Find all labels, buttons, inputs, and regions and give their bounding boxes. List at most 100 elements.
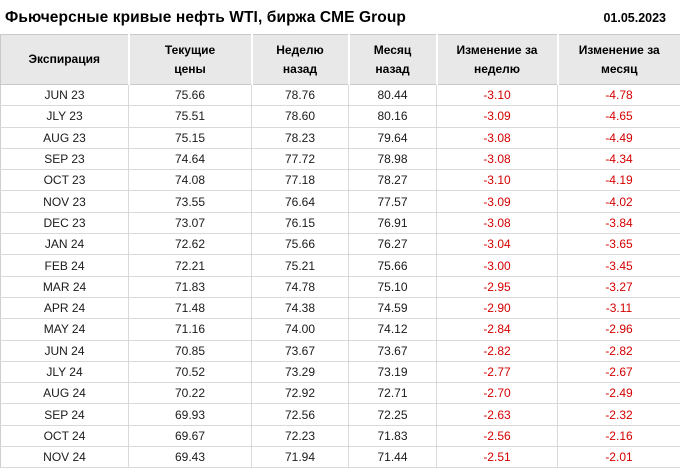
week-change-cell: -3.00 (436, 254, 558, 277)
current-price-cell: 69.93 (128, 403, 252, 426)
month-change-cell: -2.96 (557, 318, 680, 341)
month-ago-cell: 78.27 (348, 169, 437, 192)
table-header: Экспирация Текущие цены Неделю назад Мес… (0, 34, 680, 85)
month-ago-cell: 73.19 (348, 361, 437, 384)
table-row: OCT 23 74.08 77.18 78.27 -3.10 -4.19 (0, 169, 680, 192)
week-change-cell: -2.77 (436, 361, 558, 384)
week-change-cell: -3.10 (436, 169, 558, 192)
week-ago-cell: 72.56 (251, 403, 349, 426)
month-change-cell: -2.32 (557, 403, 680, 426)
week-ago-cell: 77.72 (251, 148, 349, 171)
table-body: JUN 23 75.66 78.76 80.44 -3.10 -4.78 JLY… (0, 84, 680, 469)
week-ago-cell: 72.23 (251, 425, 349, 448)
week-ago-cell: 77.18 (251, 169, 349, 192)
week-ago-cell: 76.64 (251, 190, 349, 213)
expiration-cell: DEC 23 (0, 212, 129, 235)
month-change-cell: -4.49 (557, 127, 680, 149)
month-change-cell: -2.82 (557, 340, 680, 362)
week-change-cell: -2.70 (436, 382, 558, 405)
week-ago-cell: 75.66 (251, 233, 349, 256)
month-ago-cell: 74.59 (348, 297, 437, 320)
expiration-cell: JUN 24 (0, 340, 129, 362)
week-ago-cell: 72.92 (251, 382, 349, 405)
month-ago-cell: 75.66 (348, 254, 437, 277)
expiration-cell: OCT 24 (0, 425, 129, 448)
column-header-week-ago: Неделю назад (250, 34, 349, 85)
expiration-cell: JUN 23 (0, 84, 129, 107)
table-row: FEB 24 72.21 75.21 75.66 -3.00 -3.45 (0, 254, 680, 277)
week-change-cell: -3.09 (436, 105, 558, 128)
week-change-cell: -3.08 (436, 148, 558, 171)
expiration-cell: AUG 24 (0, 382, 129, 405)
current-price-cell: 71.16 (128, 318, 252, 341)
table-row: NOV 24 69.43 71.94 71.44 -2.51 -2.01 (0, 446, 680, 469)
expiration-cell: SEP 23 (0, 148, 129, 171)
expiration-cell: JLY 24 (0, 361, 129, 384)
expiration-cell: FEB 24 (0, 254, 129, 277)
week-ago-cell: 74.00 (251, 318, 349, 341)
futures-table: Экспирация Текущие цены Неделю назад Мес… (0, 34, 680, 469)
expiration-cell: AUG 23 (0, 127, 129, 149)
expiration-cell: MAY 24 (0, 318, 129, 341)
current-price-cell: 70.22 (128, 382, 252, 405)
month-ago-cell: 77.57 (348, 190, 437, 213)
week-ago-cell: 73.29 (251, 361, 349, 384)
table-row: JLY 23 75.51 78.60 80.16 -3.09 -4.65 (0, 105, 680, 128)
month-change-cell: -2.67 (557, 361, 680, 384)
week-ago-cell: 71.94 (251, 446, 349, 469)
week-ago-cell: 75.21 (251, 254, 349, 277)
month-change-cell: -2.49 (557, 382, 680, 405)
column-header-month-change: Изменение за месяц (556, 34, 680, 85)
table-row: MAY 24 71.16 74.00 74.12 -2.84 -2.96 (0, 318, 680, 341)
month-ago-cell: 79.64 (348, 127, 437, 149)
table-row: AUG 24 70.22 72.92 72.71 -2.70 -2.49 (0, 382, 680, 405)
current-price-cell: 75.15 (128, 127, 252, 149)
report-date: 01.05.2023 (603, 11, 666, 25)
week-change-cell: -3.04 (436, 233, 558, 256)
week-ago-cell: 78.76 (251, 84, 349, 107)
month-change-cell: -4.02 (557, 190, 680, 213)
week-change-cell: -2.82 (436, 340, 558, 362)
week-change-cell: -3.08 (436, 127, 558, 149)
month-ago-cell: 73.67 (348, 340, 437, 362)
month-ago-cell: 72.71 (348, 382, 437, 405)
current-price-cell: 74.64 (128, 148, 252, 171)
current-price-cell: 70.85 (128, 340, 252, 362)
week-change-cell: -2.56 (436, 425, 558, 448)
month-change-cell: -3.65 (557, 233, 680, 256)
table-row: JAN 24 72.62 75.66 76.27 -3.04 -3.65 (0, 233, 680, 256)
month-ago-cell: 80.44 (348, 84, 437, 107)
expiration-cell: APR 24 (0, 297, 129, 320)
month-ago-cell: 80.16 (348, 105, 437, 128)
current-price-cell: 74.08 (128, 169, 252, 192)
expiration-cell: JLY 23 (0, 105, 129, 128)
column-header-expiration: Экспирация (0, 34, 129, 85)
week-ago-cell: 78.23 (251, 127, 349, 149)
table-row: DEC 23 73.07 76.15 76.91 -3.08 -3.84 (0, 212, 680, 235)
expiration-cell: MAR 24 (0, 276, 129, 298)
month-ago-cell: 72.25 (348, 403, 437, 426)
current-price-cell: 69.43 (128, 446, 252, 469)
week-change-cell: -2.90 (436, 297, 558, 320)
table-row: SEP 23 74.64 77.72 78.98 -3.08 -4.34 (0, 148, 680, 171)
month-ago-cell: 76.91 (348, 212, 437, 235)
table-row: NOV 23 73.55 76.64 77.57 -3.09 -4.02 (0, 190, 680, 213)
week-change-cell: -2.63 (436, 403, 558, 426)
table-row: JUN 24 70.85 73.67 73.67 -2.82 -2.82 (0, 340, 680, 362)
table-row: AUG 23 75.15 78.23 79.64 -3.08 -4.49 (0, 127, 680, 149)
week-change-cell: -3.09 (436, 190, 558, 213)
table-row: APR 24 71.48 74.38 74.59 -2.90 -3.11 (0, 297, 680, 320)
column-header-month-ago: Месяц назад (347, 34, 437, 85)
month-ago-cell: 71.44 (348, 446, 437, 469)
week-change-cell: -2.95 (436, 276, 558, 298)
week-change-cell: -2.51 (436, 446, 558, 469)
table-row: MAR 24 71.83 74.78 75.10 -2.95 -3.27 (0, 276, 680, 298)
report-header: Фьючерсные кривые нефть WTI, биржа CME G… (0, 0, 680, 34)
current-price-cell: 73.55 (128, 190, 252, 213)
table-row: JUN 23 75.66 78.76 80.44 -3.10 -4.78 (0, 84, 680, 107)
current-price-cell: 75.66 (128, 84, 252, 107)
month-change-cell: -3.45 (557, 254, 680, 277)
month-ago-cell: 71.83 (348, 425, 437, 448)
month-ago-cell: 76.27 (348, 233, 437, 256)
